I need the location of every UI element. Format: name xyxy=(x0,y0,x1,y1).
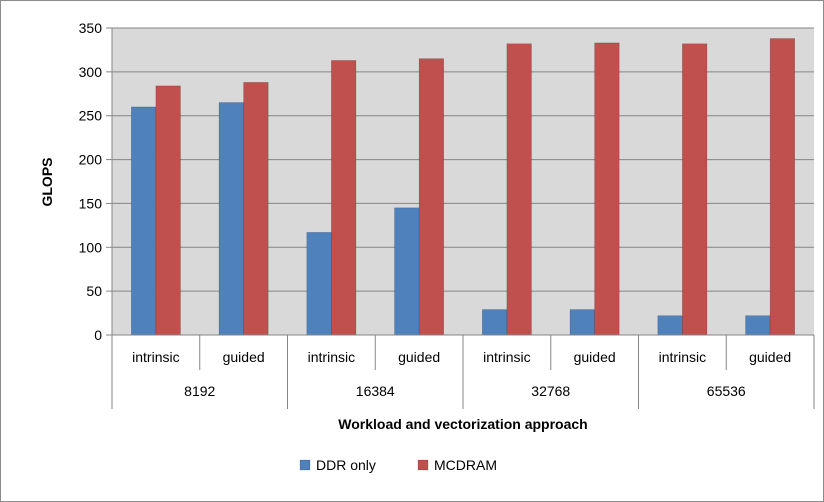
x-group-label: 8192 xyxy=(184,383,215,399)
x-category-label: guided xyxy=(223,349,265,365)
x-axis-title: Workload and vectorization approach xyxy=(338,416,587,432)
y-tick-label: 150 xyxy=(79,195,103,211)
y-tick-label: 200 xyxy=(79,152,103,168)
x-group-label: 32768 xyxy=(531,383,570,399)
bar-mcdram xyxy=(594,42,620,336)
bar-ddr-only xyxy=(394,207,420,336)
legend-swatch xyxy=(417,459,429,471)
legend-label: MCDRAM xyxy=(434,457,497,473)
y-tick-label: 50 xyxy=(86,283,102,299)
legend-item: MCDRAM xyxy=(417,457,497,473)
x-category-label: intrinsic xyxy=(308,349,355,365)
x-group-label: 16384 xyxy=(356,383,395,399)
bar-mcdram xyxy=(331,60,357,336)
legend-label: DDR only xyxy=(316,457,376,473)
plot-area xyxy=(112,28,814,335)
bar-mcdram xyxy=(155,85,181,336)
y-tick-label: 250 xyxy=(79,108,103,124)
x-group-label: 65536 xyxy=(707,383,746,399)
bar-mcdram xyxy=(418,58,444,336)
bar-mcdram xyxy=(506,43,532,336)
bar-mcdram xyxy=(243,82,269,336)
x-category-label: guided xyxy=(749,349,791,365)
legend-item: DDR only xyxy=(299,457,376,473)
bar-ddr-only xyxy=(569,309,595,336)
x-category-label: intrinsic xyxy=(659,349,706,365)
x-category-label: intrinsic xyxy=(132,349,179,365)
x-category-label: intrinsic xyxy=(483,349,530,365)
y-tick-label: 100 xyxy=(79,239,103,255)
x-category-label: guided xyxy=(398,349,440,365)
y-tick-label: 300 xyxy=(79,64,103,80)
bar-ddr-only xyxy=(218,102,244,336)
bar-ddr-only xyxy=(306,232,332,336)
bar-ddr-only xyxy=(131,106,157,336)
x-category-label: guided xyxy=(574,349,616,365)
bar-ddr-only xyxy=(482,309,508,336)
y-tick-label: 0 xyxy=(94,327,102,343)
y-tick-label: 350 xyxy=(79,20,103,36)
bar-mcdram xyxy=(682,43,708,336)
bar-ddr-only xyxy=(657,315,683,336)
legend: DDR only MCDRAM xyxy=(299,457,497,473)
legend-swatch xyxy=(299,459,311,471)
bar-mcdram xyxy=(769,38,795,336)
bar-ddr-only xyxy=(745,315,771,336)
y-axis-title: GLOPS xyxy=(39,157,55,206)
